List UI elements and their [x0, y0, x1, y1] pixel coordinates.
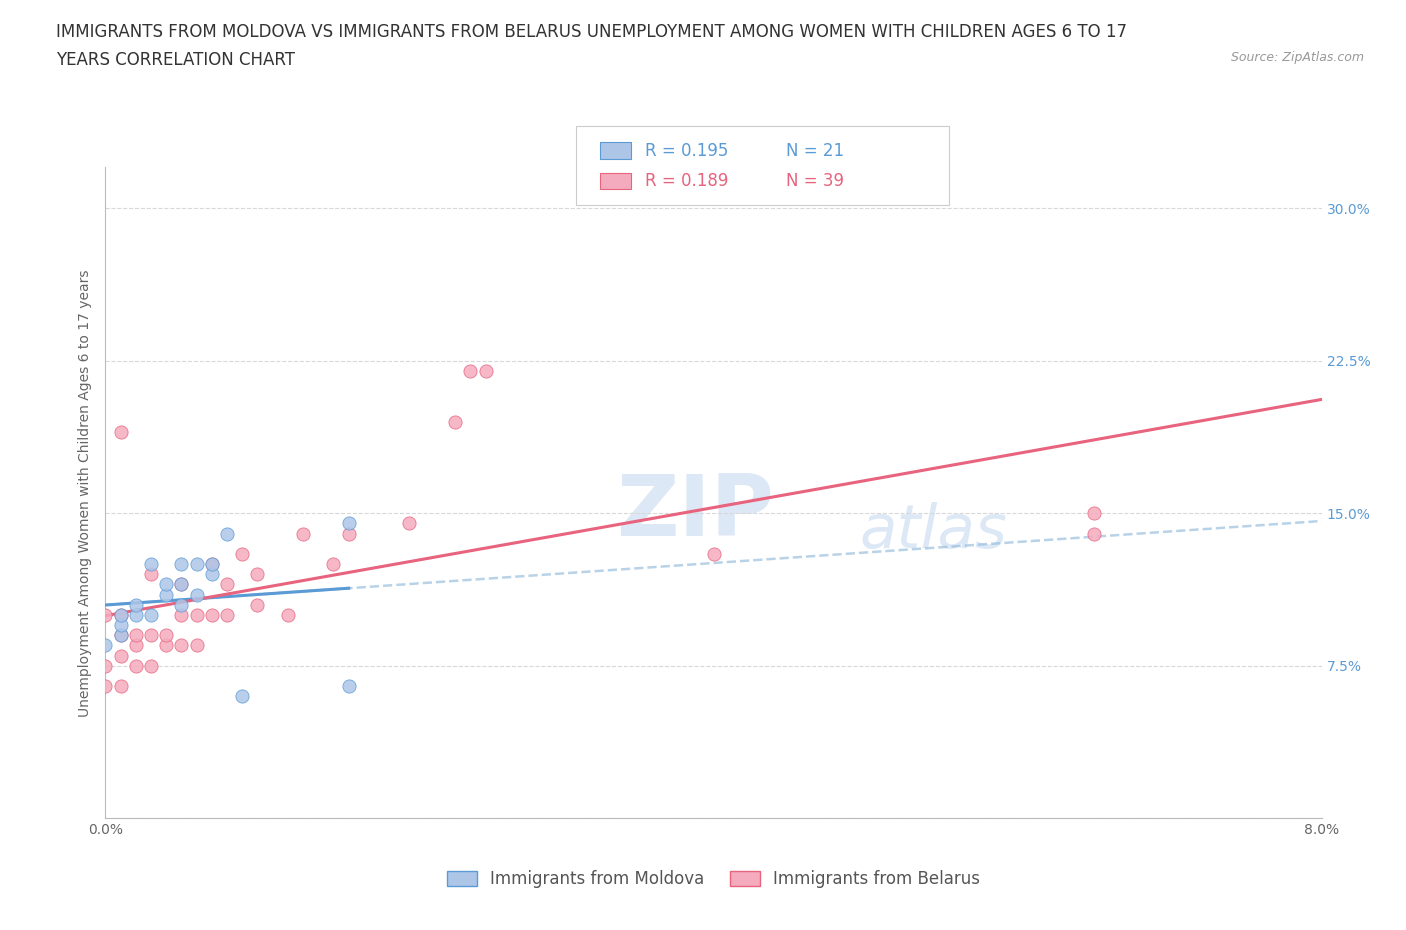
Point: [201, 567, 224, 582]
Point: [125, 607, 148, 622]
Point: [110, 607, 132, 622]
Point: [110, 618, 132, 632]
Point: [398, 516, 420, 531]
Point: [170, 577, 193, 591]
Point: [201, 557, 224, 572]
Point: [444, 414, 467, 429]
Point: [217, 607, 239, 622]
Point: [94, 607, 117, 622]
Text: ZIP: ZIP: [616, 471, 773, 554]
Point: [110, 648, 132, 663]
Point: [155, 577, 177, 591]
Point: [94, 658, 117, 673]
Point: [110, 628, 132, 643]
Point: [292, 526, 315, 541]
Point: [186, 607, 208, 622]
Point: [125, 638, 148, 653]
Text: IMMIGRANTS FROM MOLDOVA VS IMMIGRANTS FROM BELARUS UNEMPLOYMENT AMONG WOMEN WITH: IMMIGRANTS FROM MOLDOVA VS IMMIGRANTS FR…: [56, 23, 1128, 41]
Point: [110, 607, 132, 622]
Point: [170, 577, 193, 591]
Point: [125, 658, 148, 673]
Point: [155, 638, 177, 653]
Point: [170, 638, 193, 653]
Point: [186, 638, 208, 653]
Point: [94, 638, 117, 653]
Point: [217, 577, 239, 591]
Text: N = 21: N = 21: [786, 141, 844, 160]
Point: [337, 526, 360, 541]
Y-axis label: Unemployment Among Women with Children Ages 6 to 17 years: Unemployment Among Women with Children A…: [79, 269, 93, 717]
Point: [186, 557, 208, 572]
Point: [125, 597, 148, 612]
Point: [139, 557, 162, 572]
Point: [322, 557, 344, 572]
Point: [702, 547, 725, 562]
Point: [139, 658, 162, 673]
Point: [110, 679, 132, 694]
Point: [474, 364, 496, 379]
Point: [231, 547, 253, 562]
Point: [246, 597, 269, 612]
Point: [170, 607, 193, 622]
Legend: Immigrants from Moldova, Immigrants from Belarus: Immigrants from Moldova, Immigrants from…: [440, 863, 987, 895]
Text: atlas: atlas: [859, 502, 1007, 562]
Point: [94, 679, 117, 694]
Point: [125, 628, 148, 643]
Text: Source: ZipAtlas.com: Source: ZipAtlas.com: [1230, 51, 1364, 64]
Point: [231, 689, 253, 704]
Text: R = 0.189: R = 0.189: [645, 172, 728, 191]
Point: [1083, 506, 1105, 521]
Point: [139, 567, 162, 582]
Point: [1083, 526, 1105, 541]
Point: [155, 587, 177, 602]
Point: [170, 597, 193, 612]
Point: [246, 567, 269, 582]
Point: [217, 526, 239, 541]
Point: [201, 557, 224, 572]
Text: YEARS CORRELATION CHART: YEARS CORRELATION CHART: [56, 51, 295, 69]
Point: [110, 424, 132, 439]
Text: N = 39: N = 39: [786, 172, 844, 191]
Point: [277, 607, 299, 622]
Text: R = 0.195: R = 0.195: [645, 141, 728, 160]
Point: [337, 516, 360, 531]
Point: [155, 628, 177, 643]
Point: [110, 628, 132, 643]
Point: [139, 628, 162, 643]
Point: [458, 364, 481, 379]
Point: [201, 607, 224, 622]
Point: [337, 679, 360, 694]
Point: [186, 587, 208, 602]
Point: [170, 557, 193, 572]
Point: [139, 607, 162, 622]
